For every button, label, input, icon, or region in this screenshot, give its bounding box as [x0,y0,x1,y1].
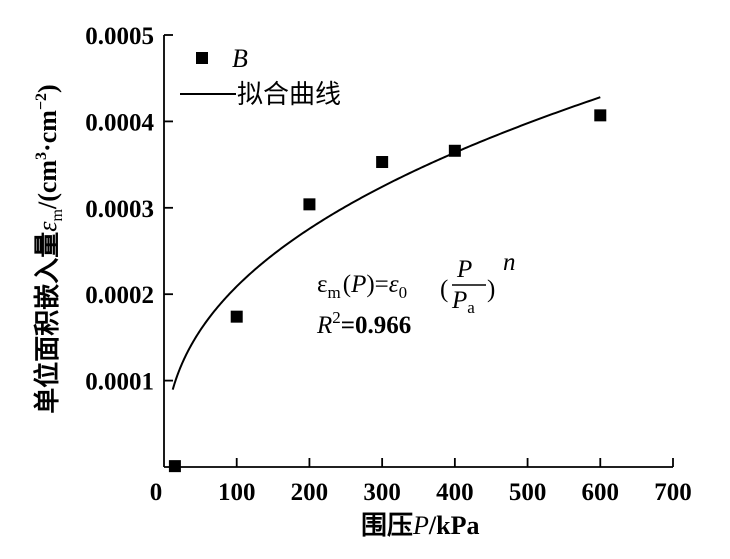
y-label-sym: ε [33,221,62,232]
y-ticks: 0.0001 0.0002 0.0003 0.0004 0.0005 [85,23,173,396]
y-axis-label: 单位面积嵌入量εm/(cm3·cm−2) [32,84,66,413]
eq-big-rparen: ) [487,276,495,303]
eq-lparen-p: ( [343,271,351,298]
r2-r: R [316,312,332,339]
eq-rparen-eq: )= [366,271,388,298]
y-tick-label: 0.0001 [85,369,154,396]
y-label-sub: m [49,208,66,221]
x-label-var: P [412,511,429,540]
eq-exp-n: n [503,249,516,276]
legend-label-b: B [232,44,248,73]
y-tick-label: 0.0004 [85,109,154,136]
data-point [230,310,243,323]
x-label-unit: /kPa [428,511,480,540]
data-point [448,144,461,157]
y-label-prefix: 单位面积嵌入量 [32,232,63,414]
y-tick-label: 0.0005 [85,23,154,50]
eq-sub-0: 0 [399,283,408,302]
eq-frac-num: P [456,256,472,283]
x-tick-label: 300 [363,479,401,506]
y-tick-label: 0.0003 [85,196,154,223]
eq-big-lparen: ( [440,276,448,303]
data-point [168,460,181,473]
x-tick-label: 200 [291,479,329,506]
eq-eps: ε [317,271,328,298]
r2-value: =0.966 [341,312,412,339]
fit-equation: εm(P)=ε0 ( P Pa ) n [317,249,516,317]
y-tick-label: 0.0002 [85,282,154,309]
data-point [594,109,607,122]
x-tick-label: 700 [654,479,692,506]
r2-sup: 2 [332,308,341,327]
x-tick-label: 100 [218,479,256,506]
legend-label-fit: 拟合曲线 [237,80,341,110]
y-label-sup2: −2 [33,93,50,110]
svg-text:Pa: Pa [451,287,475,317]
r-squared: R2=0.966 [316,308,411,339]
fit-curve [171,96,601,390]
data-point [303,198,316,211]
x-axis-label: 围压P/kPa [361,511,479,541]
y-label-sup1: 3 [33,152,50,160]
x-label-prefix: 围压 [361,511,413,541]
legend: B 拟合曲线 [180,44,341,110]
x-tick-label: 400 [436,479,474,506]
svg-text:εm(P)=ε0: εm(P)=ε0 [317,271,407,302]
y-label-unit: /(cm [33,160,62,210]
svg-text:R2=0.966: R2=0.966 [316,308,411,339]
x-tick-label: 600 [582,479,620,506]
eq-frac-den-sub: a [467,298,475,317]
data-point [376,156,389,169]
legend-marker-square [196,52,208,64]
y-label-close: ) [33,84,62,93]
x-tick-label: 0 [150,479,163,506]
eq-eps0: ε [389,271,399,298]
eq-sub-m: m [328,283,341,302]
eq-var-p: P [350,271,366,298]
y-label-dot: ·cm [33,110,62,152]
data-markers [168,109,607,473]
x-tick-label: 500 [509,479,547,506]
eq-frac-den: P [451,287,467,314]
x-ticks: 0 100 200 300 400 500 600 700 [150,458,692,506]
